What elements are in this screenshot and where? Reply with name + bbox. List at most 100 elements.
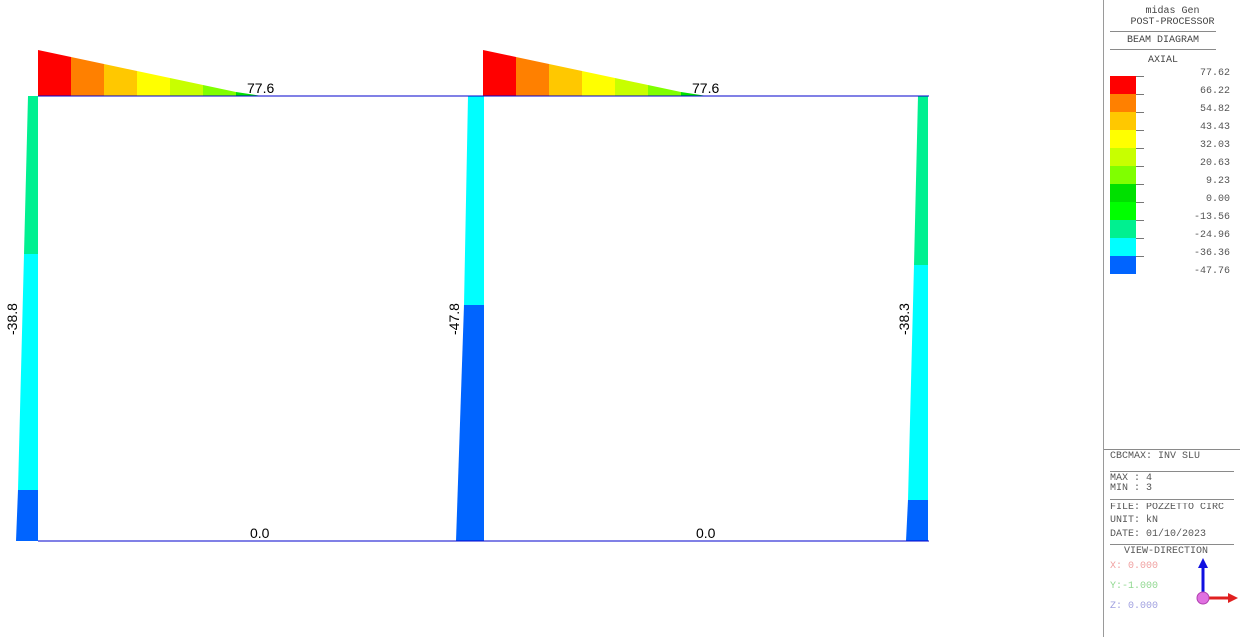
divider [1110, 471, 1234, 472]
legend-tick [1136, 238, 1144, 239]
frame-members [38, 95, 929, 542]
divider [1110, 31, 1216, 32]
right-column-axial-diagram [906, 96, 928, 541]
divider [1110, 49, 1216, 50]
legend-row: 32.03 [1110, 140, 1230, 166]
left-col-band-blue [16, 490, 38, 541]
divider [1110, 499, 1234, 500]
beam1-band-red [38, 50, 71, 96]
mid-col-band-cyan [464, 96, 484, 305]
beam2-band-lightgreen [648, 85, 681, 96]
legend-tick [1136, 184, 1144, 185]
beam1-axial-diagram [38, 50, 262, 96]
legend-tick [1136, 202, 1144, 203]
legend-row: 66.22 [1110, 86, 1230, 112]
min-element: MIN : 3 [1110, 483, 1153, 494]
component-name: AXIAL [1147, 55, 1178, 66]
legend-row: 77.62 [1110, 68, 1230, 94]
legend-value: 66.22 [1199, 86, 1230, 97]
program-name: midas Gen [1145, 6, 1200, 17]
date-label: DATE: 01/10/2023 [1110, 529, 1207, 540]
legend-swatch [1110, 220, 1136, 238]
right-col-band-blue [906, 500, 928, 541]
beam2-bottom-value: 0.0 [696, 525, 716, 541]
beam1-band-green [236, 92, 262, 96]
beam1-band-orange [71, 57, 104, 96]
left-col-band-seagreen [24, 96, 38, 254]
legend-swatch [1110, 130, 1136, 148]
legend-row: -47.76 [1110, 266, 1230, 284]
legend-swatch [1110, 202, 1136, 220]
legend-swatch [1110, 184, 1136, 202]
legend-tick [1136, 256, 1144, 257]
legend-tick [1136, 112, 1144, 113]
legend-value: 20.63 [1199, 158, 1230, 169]
legend-value: -24.96 [1193, 230, 1230, 241]
legend-swatch [1110, 238, 1136, 256]
view-direction-title: VIEW-DIRECTION [1124, 546, 1209, 557]
diagram-type: BEAM DIAGRAM [1126, 35, 1199, 46]
beam2-band-red [483, 50, 516, 96]
unit-label: UNIT: kN [1110, 515, 1159, 526]
legend-row: 43.43 [1110, 122, 1230, 148]
beam1-band-lightgreen [203, 85, 236, 96]
left-column-value: -38.8 [4, 303, 20, 335]
middle-column-value: -47.8 [446, 303, 462, 335]
module-name: POST-PROCESSOR [1130, 17, 1215, 28]
legend-value: -13.56 [1193, 212, 1230, 223]
legend-tick [1136, 220, 1144, 221]
legend-row: 54.82 [1110, 104, 1230, 130]
legend-swatch [1110, 256, 1136, 274]
legend-value: 77.62 [1199, 68, 1230, 79]
legend-swatch [1110, 112, 1136, 130]
legend-row: 20.63 [1110, 158, 1230, 184]
legend-value: 32.03 [1199, 140, 1230, 151]
legend-row: -13.56 [1110, 212, 1230, 238]
legend-value: 9.23 [1205, 176, 1230, 187]
legend-swatch [1110, 148, 1136, 166]
left-column-axial-diagram [16, 96, 38, 541]
divider [1110, 544, 1234, 545]
beam2-band-yellowgreen [615, 78, 648, 96]
legend-tick [1136, 166, 1144, 167]
view-x: X: 0.000 [1110, 561, 1159, 572]
legend-value: 54.82 [1199, 104, 1230, 115]
middle-column-axial-diagram [456, 96, 484, 541]
beam2-band-amber [549, 64, 582, 96]
mid-col-band-blue [456, 305, 484, 541]
max-element: MAX : 4 [1110, 473, 1153, 484]
load-case: CBCMAX: INV SLU [1110, 451, 1201, 462]
file-name: FILE: POZZETTO CIRC [1110, 503, 1225, 513]
beam2-band-orange [516, 57, 549, 96]
beam1-band-yellow [137, 71, 170, 96]
axial-force-diagram: 77.6 77.6 0.0 0.0 -38.8 -47.8 -38.3 [4, 50, 929, 542]
legend-row: -24.96 [1110, 230, 1230, 256]
legend-value: 0.00 [1205, 194, 1230, 205]
legend-row: 0.00 [1110, 194, 1230, 220]
right-column-value: -38.3 [896, 303, 912, 335]
legend-tick [1136, 148, 1144, 149]
beam1-band-amber [104, 64, 137, 96]
legend-value: 43.43 [1199, 122, 1230, 133]
divider [1104, 449, 1240, 450]
beam2-top-value: 77.6 [692, 80, 719, 96]
legend-value: -47.76 [1193, 266, 1230, 277]
beam1-top-value: 77.6 [247, 80, 274, 96]
legend-row: 9.23 [1110, 176, 1230, 202]
legend-value: -36.36 [1193, 248, 1230, 259]
beam1-band-yellowgreen [170, 78, 203, 96]
legend-swatch [1110, 94, 1136, 112]
legend-tick [1136, 76, 1144, 77]
view-y: Y:-1.000 [1110, 581, 1159, 592]
right-col-band-cyan [908, 265, 928, 500]
right-col-band-seagreen [914, 96, 928, 265]
view-z: Z: 0.000 [1110, 601, 1159, 612]
legend-tick [1136, 130, 1144, 131]
legend-tick [1136, 94, 1144, 95]
axis-triad-icon [1196, 558, 1238, 605]
post-processor-panel: midas Gen POST-PROCESSOR BEAM DIAGRAM AX… [1103, 0, 1240, 637]
left-col-band-cyan [18, 254, 38, 490]
legend-swatch [1110, 166, 1136, 184]
beam2-band-yellow [582, 71, 615, 96]
legend-row: -36.36 [1110, 248, 1230, 274]
